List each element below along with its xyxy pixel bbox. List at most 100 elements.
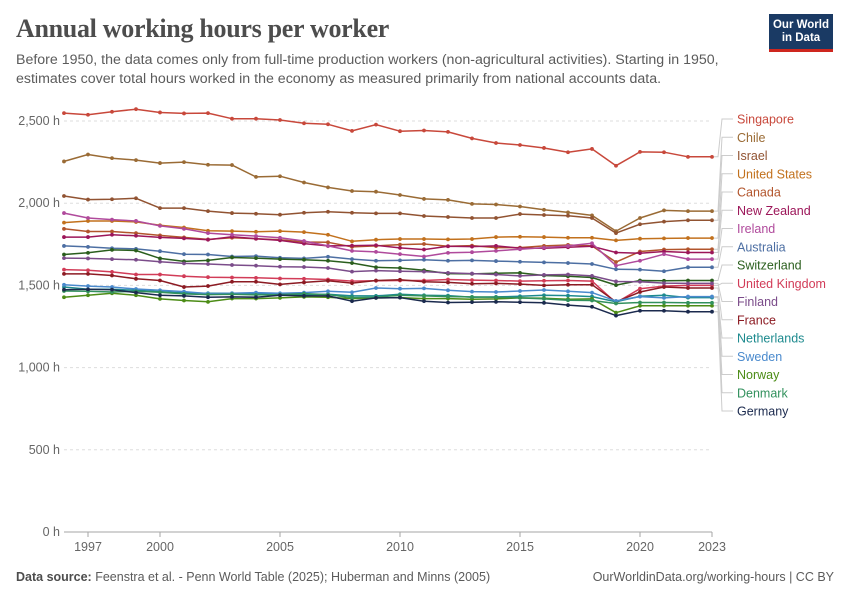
data-point: [278, 212, 282, 217]
legend-label-chile: Chile: [737, 131, 766, 145]
data-point: [470, 201, 474, 206]
data-point: [158, 223, 162, 228]
chart-title: Annual working hours per worker: [16, 14, 390, 43]
data-point: [110, 270, 114, 274]
y-tick-label: 1,000 h: [18, 361, 60, 375]
legend-label-sweden: Sweden: [737, 350, 782, 364]
data-point: [590, 147, 594, 151]
data-point: [494, 299, 498, 304]
data-point: [542, 300, 546, 305]
data-point: [470, 295, 474, 299]
data-point: [326, 289, 330, 294]
data-point: [590, 290, 594, 295]
data-point: [686, 257, 690, 261]
data-point: [302, 121, 306, 126]
data-point: [326, 185, 330, 190]
data-point: [494, 244, 498, 248]
source-url[interactable]: OurWorldinData.org/working-hours | CC BY: [592, 570, 834, 584]
data-point: [494, 216, 498, 220]
series-line-australia: [63, 245, 712, 273]
y-tick-label: 1,500 h: [18, 278, 60, 292]
owid-logo[interactable]: Our World in Data: [769, 14, 833, 52]
data-point: [278, 235, 282, 240]
data-point: [686, 286, 690, 290]
data-point: [110, 229, 114, 234]
data-point: [206, 231, 210, 236]
data-point: [110, 287, 114, 292]
data-point: [470, 250, 474, 255]
legend-connector: [714, 155, 733, 221]
data-point: [518, 204, 522, 209]
data-point: [398, 252, 402, 257]
data-point: [158, 256, 162, 261]
data-point: [518, 279, 522, 284]
data-point: [422, 128, 426, 133]
data-point: [614, 250, 618, 255]
legend-label-new-zealand: New Zealand: [737, 204, 811, 218]
data-point: [590, 213, 594, 218]
legend-connector: [714, 305, 733, 375]
data-point: [374, 243, 378, 248]
data-point: [422, 296, 426, 301]
legend-connector: [714, 228, 733, 260]
data-point: [134, 233, 138, 238]
data-point: [134, 276, 138, 281]
data-point: [110, 285, 114, 289]
data-point: [518, 271, 522, 275]
legend-label-ireland: Ireland: [737, 222, 775, 236]
data-point: [350, 257, 354, 261]
data-point: [182, 294, 186, 298]
data-point: [278, 293, 282, 298]
data-point: [662, 236, 666, 241]
data-point: [422, 279, 426, 284]
legend-label-israel: Israel: [737, 149, 768, 163]
data-point: [230, 229, 234, 234]
data-point: [278, 282, 282, 287]
data-point: [566, 278, 570, 283]
legend-label-united-kingdom: United Kingdom: [737, 277, 826, 291]
data-point: [710, 309, 714, 314]
data-point: [326, 240, 330, 245]
data-point: [374, 258, 378, 263]
chart-subtitle: Before 1950, the data comes only from fu…: [16, 52, 719, 87]
data-point: [398, 277, 402, 282]
legend-connector: [714, 302, 733, 394]
data-point: [590, 244, 594, 249]
data-point: [662, 208, 666, 213]
data-point: [494, 235, 498, 239]
data-point: [350, 261, 354, 265]
data-point: [662, 303, 666, 308]
data-point: [86, 268, 90, 273]
data-point: [110, 232, 114, 237]
data-point: [398, 266, 402, 270]
data-point: [110, 273, 114, 278]
data-point: [614, 260, 618, 264]
data-point: [662, 269, 666, 274]
legend-connector: [714, 246, 733, 268]
data-point: [254, 116, 258, 121]
data-point: [158, 290, 162, 295]
data-point: [350, 128, 354, 133]
data-point: [638, 258, 642, 263]
data-point: [446, 277, 450, 282]
data-point: [542, 207, 546, 212]
y-tick-label: 2,000 h: [18, 196, 60, 210]
data-point: [278, 118, 282, 122]
data-point: [518, 259, 522, 264]
data-point: [62, 287, 66, 292]
data-point: [470, 281, 474, 286]
data-point: [638, 303, 642, 308]
data-point: [278, 276, 282, 281]
x-tick-label: 2005: [266, 540, 294, 554]
data-point: [134, 248, 138, 253]
data-point: [422, 214, 426, 218]
data-point: [446, 129, 450, 134]
series-line-chile: [63, 153, 712, 232]
data-point: [302, 230, 306, 235]
legend-label-denmark: Denmark: [737, 386, 788, 400]
data-point: [206, 258, 210, 263]
data-point: [182, 298, 186, 303]
data-point: [206, 111, 210, 116]
data-point: [158, 110, 162, 115]
